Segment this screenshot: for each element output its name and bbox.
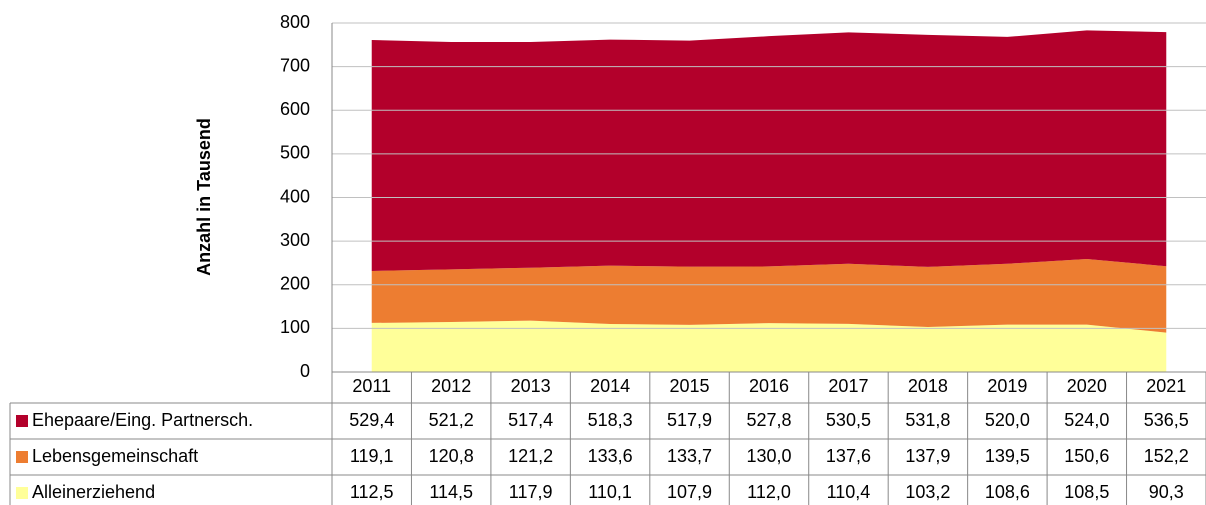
table-value: 152,2	[1144, 446, 1189, 466]
x-tick-label: 2020	[1067, 376, 1107, 396]
table-value: 150,6	[1064, 446, 1109, 466]
table-value: 527,8	[746, 410, 791, 430]
table-value: 520,0	[985, 410, 1030, 430]
y-tick-label: 400	[280, 186, 310, 206]
legend-label: Lebensgemeinschaft	[32, 446, 198, 466]
table-value: 112,5	[350, 482, 394, 502]
x-tick-label: 2021	[1146, 376, 1186, 396]
table-value: 117,9	[509, 482, 553, 502]
table-value: 530,5	[826, 410, 871, 430]
table-value: 137,6	[826, 446, 871, 466]
table-value: 108,6	[985, 482, 1030, 502]
table-value: 133,6	[588, 446, 633, 466]
y-tick-label: 300	[280, 230, 310, 250]
table-value: 114,5	[429, 482, 473, 502]
table-value: 103,2	[905, 482, 950, 502]
legend-swatch	[16, 451, 28, 463]
x-tick-label: 2011	[352, 376, 391, 396]
table-value: 139,5	[985, 446, 1030, 466]
table-value: 90,3	[1149, 482, 1184, 502]
table-value: 112,0	[747, 482, 791, 502]
x-tick-label: 2016	[749, 376, 789, 396]
area	[371, 320, 1167, 372]
y-tick-label: 100	[280, 317, 310, 337]
table-value: 529,4	[349, 410, 394, 430]
table-value: 119,1	[350, 446, 394, 466]
x-tick-label: 2012	[431, 376, 471, 396]
table-value: 120,8	[429, 446, 474, 466]
x-tick-label: 2018	[908, 376, 948, 396]
table-value: 521,2	[429, 410, 474, 430]
x-tick-label: 2014	[590, 376, 630, 396]
table-value: 130,0	[746, 446, 791, 466]
y-tick-label: 800	[280, 12, 310, 32]
y-tick-label: 200	[280, 274, 310, 294]
table-value: 517,4	[508, 410, 553, 430]
x-tick-label: 2013	[511, 376, 551, 396]
area	[371, 30, 1167, 271]
table-value: 108,5	[1064, 482, 1109, 502]
table-value: 517,9	[667, 410, 712, 430]
table-value: 524,0	[1064, 410, 1109, 430]
y-tick-label: 600	[280, 99, 310, 119]
y-tick-label: 500	[280, 143, 310, 163]
legend-label: Ehepaare/Eing. Partnersch.	[32, 410, 253, 430]
x-tick-label: 2015	[670, 376, 710, 396]
x-tick-label: 2017	[828, 376, 868, 396]
table-value: 110,4	[827, 482, 871, 502]
y-axis-label: Anzahl in Tausend	[194, 118, 214, 276]
table-value: 133,7	[667, 446, 712, 466]
table-value: 518,3	[588, 410, 633, 430]
table-value: 121,2	[508, 446, 553, 466]
table-value: 531,8	[905, 410, 950, 430]
x-tick-label: 2019	[987, 376, 1027, 396]
legend-swatch	[16, 415, 28, 427]
y-tick-label: 700	[280, 55, 310, 75]
legend-swatch	[16, 487, 28, 499]
area	[371, 258, 1167, 333]
legend-label: Alleinerziehend	[32, 482, 155, 502]
table-value: 137,9	[905, 446, 950, 466]
table-value: 536,5	[1144, 410, 1189, 430]
y-tick-label: 0	[300, 361, 310, 381]
table-value: 107,9	[667, 482, 712, 502]
table-value: 110,1	[588, 482, 632, 502]
